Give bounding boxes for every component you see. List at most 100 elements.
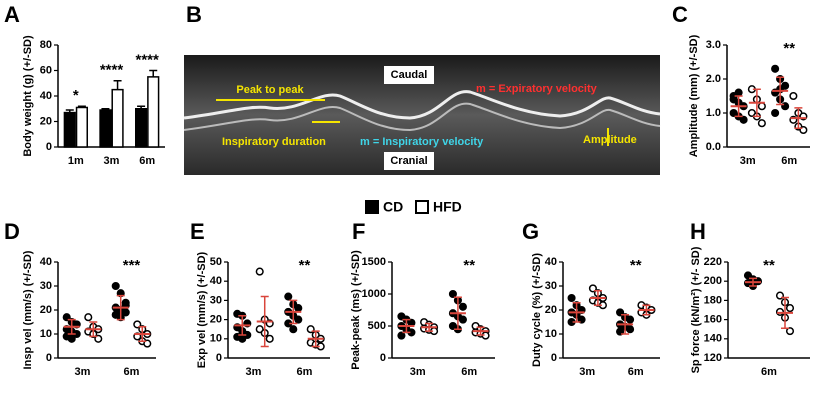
y-tick-label: 20 [545,304,557,316]
significance: ** [763,257,775,274]
x-tick-label: 6m [628,366,644,378]
significance: * [73,87,79,104]
panel-letter: B [186,2,202,27]
data-point [729,95,738,104]
y-tick-label: 200 [704,275,722,287]
y-tick-label: 0 [551,352,557,364]
bar [135,108,148,148]
x-tick-label: 3m [246,366,262,378]
y-tick-label: 30 [210,294,222,306]
data-point [255,267,264,276]
significance: *** [123,257,141,274]
error-bar [77,105,86,108]
image-label: m = Inspiratory velocity [360,136,484,148]
x-tick-label: 6m [124,366,140,378]
y-tick-label: 50 [210,256,222,268]
y-tick-label: 10 [40,328,52,340]
y-tick-label: 3.0 [706,39,721,51]
y-axis-label: Exp vel (mm/s) (+/-SD) [196,251,208,368]
m-mode-trace [183,102,661,132]
y-tick-label: 120 [704,352,722,364]
y-tick-label: 1500 [362,256,386,268]
panel-letter: G [522,219,539,244]
x-tick-label: 3m [75,366,91,378]
x-tick-label: 6m [761,366,777,378]
y-tick-label: 40 [40,90,52,102]
significance: **** [135,51,159,68]
y-tick-label: 180 [704,294,722,306]
x-tick-label: 3m [104,155,120,167]
y-tick-label: 30 [545,280,557,292]
data-point [567,293,576,303]
data-point [785,327,795,336]
y-axis-label: Amplitude (mm) (+/-SD) [688,34,700,157]
data-point [458,302,467,311]
bar [63,111,76,148]
error-bar [137,105,146,109]
image-label: Peak to peak [236,84,304,96]
y-tick-label: 0 [46,141,52,153]
label-box [384,66,434,84]
y-axis-label: Duty cycle (%) (+/-SD) [531,253,543,367]
significance: ** [299,257,311,274]
data-point [67,334,76,343]
y-tick-label: 2.0 [706,73,721,85]
y-tick-label: 220 [704,256,722,268]
data-point [734,88,743,97]
y-tick-label: 80 [40,39,52,51]
image-label: m = Expiratory velocity [476,83,598,95]
image-label: Caudal [391,69,428,81]
x-tick-label: 1m [68,155,84,167]
significance: ** [630,257,642,274]
panel-letter: C [672,2,688,27]
y-axis-label: Insp vel (mm/s) (+/-SD) [22,250,34,369]
data-point [238,334,247,343]
chart-panel: F Peak-peak (ms) (+/-SD) 0 500 1000 1500 3m 6m *… [350,219,495,378]
bar [111,88,124,148]
y-tick-label: 40 [40,256,52,268]
data-point [289,325,298,334]
data-point [757,119,766,128]
x-tick-label: 3m [740,155,756,167]
bar [147,76,160,148]
y-tick-label: 160 [704,314,722,326]
panel-letter: F [352,219,365,244]
y-tick-label: 1.0 [706,107,721,119]
y-tick-label: 10 [210,333,222,345]
data-point [111,281,120,291]
x-tick-label: 6m [461,366,477,378]
data-point [626,325,635,334]
chart-panel: H Sp force (kN/m²) (+/- SD) 120 140 160 180 20… [690,219,810,378]
data-point [626,315,635,324]
data-point [284,292,293,301]
y-tick-label: 10 [545,328,557,340]
error-bar [149,69,158,77]
y-tick-label: 500 [368,320,386,332]
y-tick-label: 40 [545,256,557,268]
x-tick-label: 6m [781,155,797,167]
y-tick-label: 30 [40,280,52,292]
data-point [458,315,467,324]
data-point [84,313,93,322]
y-axis-label: Sp force (kN/m²) (+/- SD) [690,246,702,373]
data-point [739,115,748,124]
y-axis-label: Peak-peak (ms) (+/-SD) [350,250,362,370]
image-label: Cranial [390,155,427,167]
image-label: Inspiratory duration [222,136,326,148]
m-mode-trace [183,90,661,120]
y-tick-label: 0 [216,352,222,364]
label-box [384,152,434,170]
x-tick-label: 3m [410,366,426,378]
data-point [785,304,795,313]
y-axis-label: Body weight (g) (+/-SD) [22,35,34,157]
y-tick-label: 20 [210,314,222,326]
y-tick-label: 20 [40,304,52,316]
chart-panel: E Exp vel (mm/s) (+/-SD) 0 10 20 30 40 50 3m 6m ** [190,219,330,378]
x-tick-label: 3m [579,366,595,378]
bar [99,109,112,148]
data-point [771,64,780,73]
y-tick-label: 20 [40,115,52,127]
